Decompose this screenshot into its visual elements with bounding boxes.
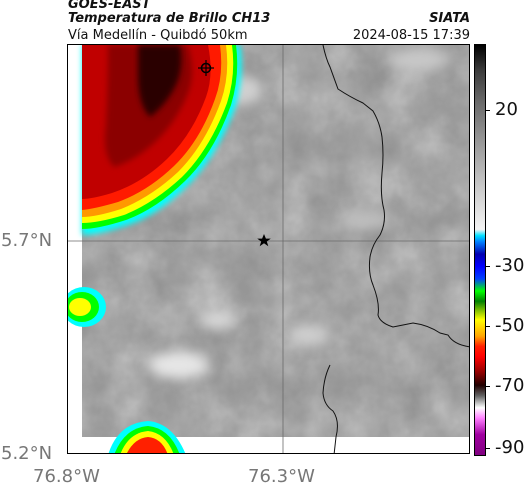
star-icon bbox=[257, 234, 271, 247]
crosshair-circle-icon bbox=[198, 60, 214, 76]
no-data-left bbox=[68, 45, 82, 453]
colorbar-label: -70 bbox=[495, 375, 525, 396]
colorbar-label: -90 bbox=[495, 437, 525, 458]
colorbar-tick bbox=[486, 266, 490, 267]
colorbar-label: -50 bbox=[495, 315, 525, 336]
colorbar-tick bbox=[486, 326, 490, 327]
latitude-label: 5.2°N bbox=[1, 443, 53, 464]
longitude-label: 76.3°W bbox=[248, 466, 315, 487]
map-canvas bbox=[68, 45, 469, 453]
colorbar-tick bbox=[486, 386, 490, 387]
colorbar-tick bbox=[486, 110, 490, 111]
colorbar-label: -30 bbox=[495, 255, 525, 276]
border-line bbox=[322, 45, 469, 348]
colorbar-tick bbox=[486, 448, 490, 449]
satellite-map[interactable] bbox=[67, 44, 470, 454]
convective-cell-west bbox=[68, 287, 106, 327]
temperature-colorbar bbox=[474, 44, 486, 456]
longitude-label: 76.8°W bbox=[33, 466, 100, 487]
timestamp: 2024-08-15 17:39 bbox=[352, 28, 470, 43]
organization-label: SIATA bbox=[429, 11, 470, 26]
convective-cell-south bbox=[108, 421, 186, 453]
convective-cell-north bbox=[82, 45, 242, 235]
border-line-south bbox=[322, 364, 338, 453]
product-title: Temperatura de Brillo CH13 bbox=[68, 11, 271, 26]
satellite-name: GOES-EAST bbox=[68, 0, 151, 12]
colorbar-label: 20 bbox=[495, 99, 518, 120]
region-label: Vía Medellín - Quibdó 50km bbox=[68, 28, 248, 43]
latitude-label: 5.7°N bbox=[1, 230, 53, 251]
